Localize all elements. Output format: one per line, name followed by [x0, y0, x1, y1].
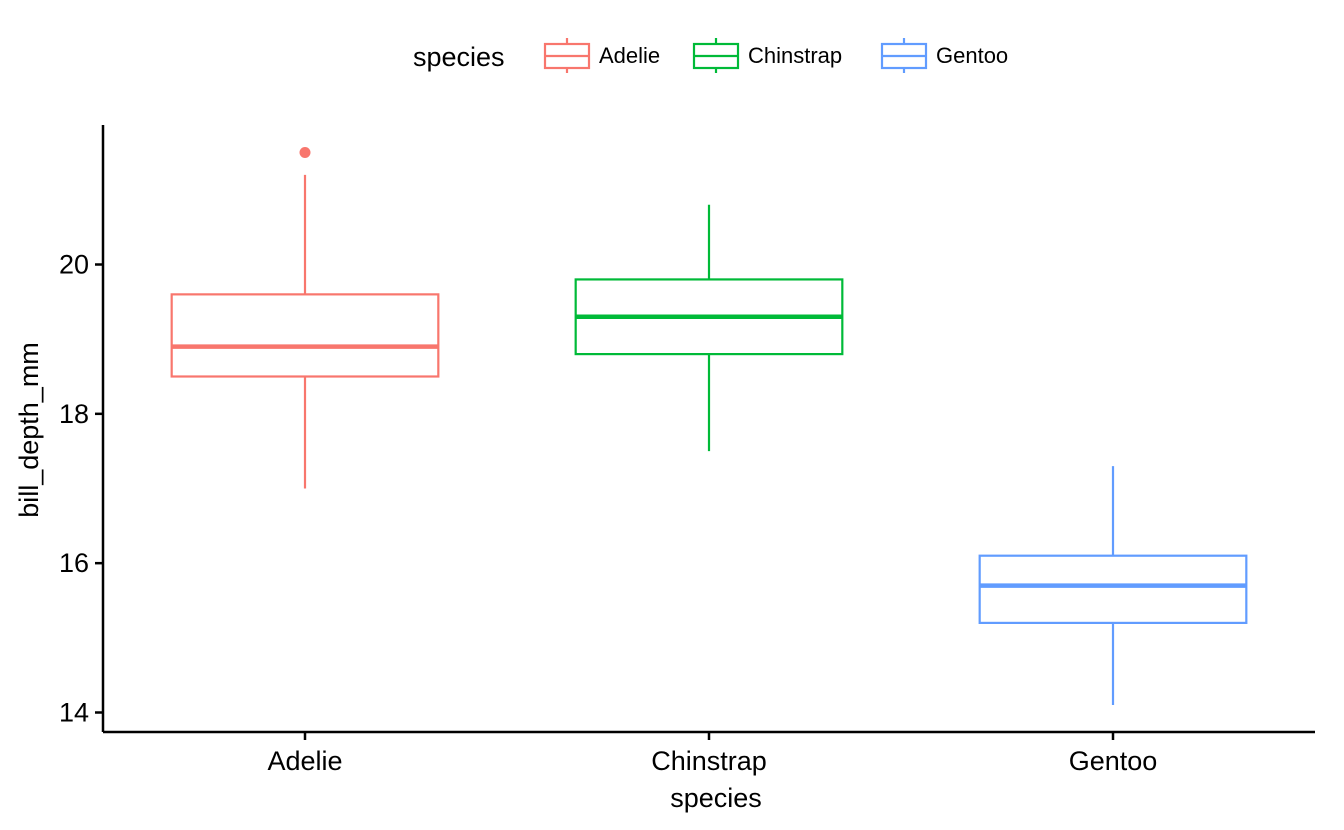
legend-label: Adelie	[599, 43, 660, 68]
x-axis-title: species	[670, 783, 762, 813]
legend-item-gentoo: Gentoo	[880, 38, 1008, 73]
box-iqr	[170, 293, 440, 378]
legend-item-chinstrap: Chinstrap	[692, 38, 842, 73]
legend-item-adelie: Adelie	[543, 38, 660, 73]
legend-label: Chinstrap	[748, 43, 842, 68]
outlier-point	[299, 147, 311, 158]
y-axis-title: bill_depth_mm	[14, 342, 44, 518]
x-tick-label: Gentoo	[1069, 746, 1158, 776]
x-tick-label: Chinstrap	[651, 746, 767, 776]
legend-title: species	[413, 42, 505, 72]
x-tick-label: Adelie	[267, 746, 342, 776]
box-gentoo	[978, 466, 1248, 706]
y-tick-label: 16	[59, 548, 89, 578]
box-chinstrap	[574, 204, 844, 452]
box-adelie	[170, 147, 440, 489]
legend-label: Gentoo	[936, 43, 1008, 68]
legend: species Adelie Chinstrap Gentoo	[413, 38, 1008, 73]
plot-area	[170, 147, 1248, 706]
box-iqr	[978, 554, 1248, 625]
y-tick-label: 18	[59, 399, 89, 429]
y-tick-label: 20	[59, 250, 89, 280]
axes: 14 16 18 20 Adelie Chinstrap Gentoo	[59, 125, 1315, 776]
y-tick-label: 14	[59, 698, 89, 728]
